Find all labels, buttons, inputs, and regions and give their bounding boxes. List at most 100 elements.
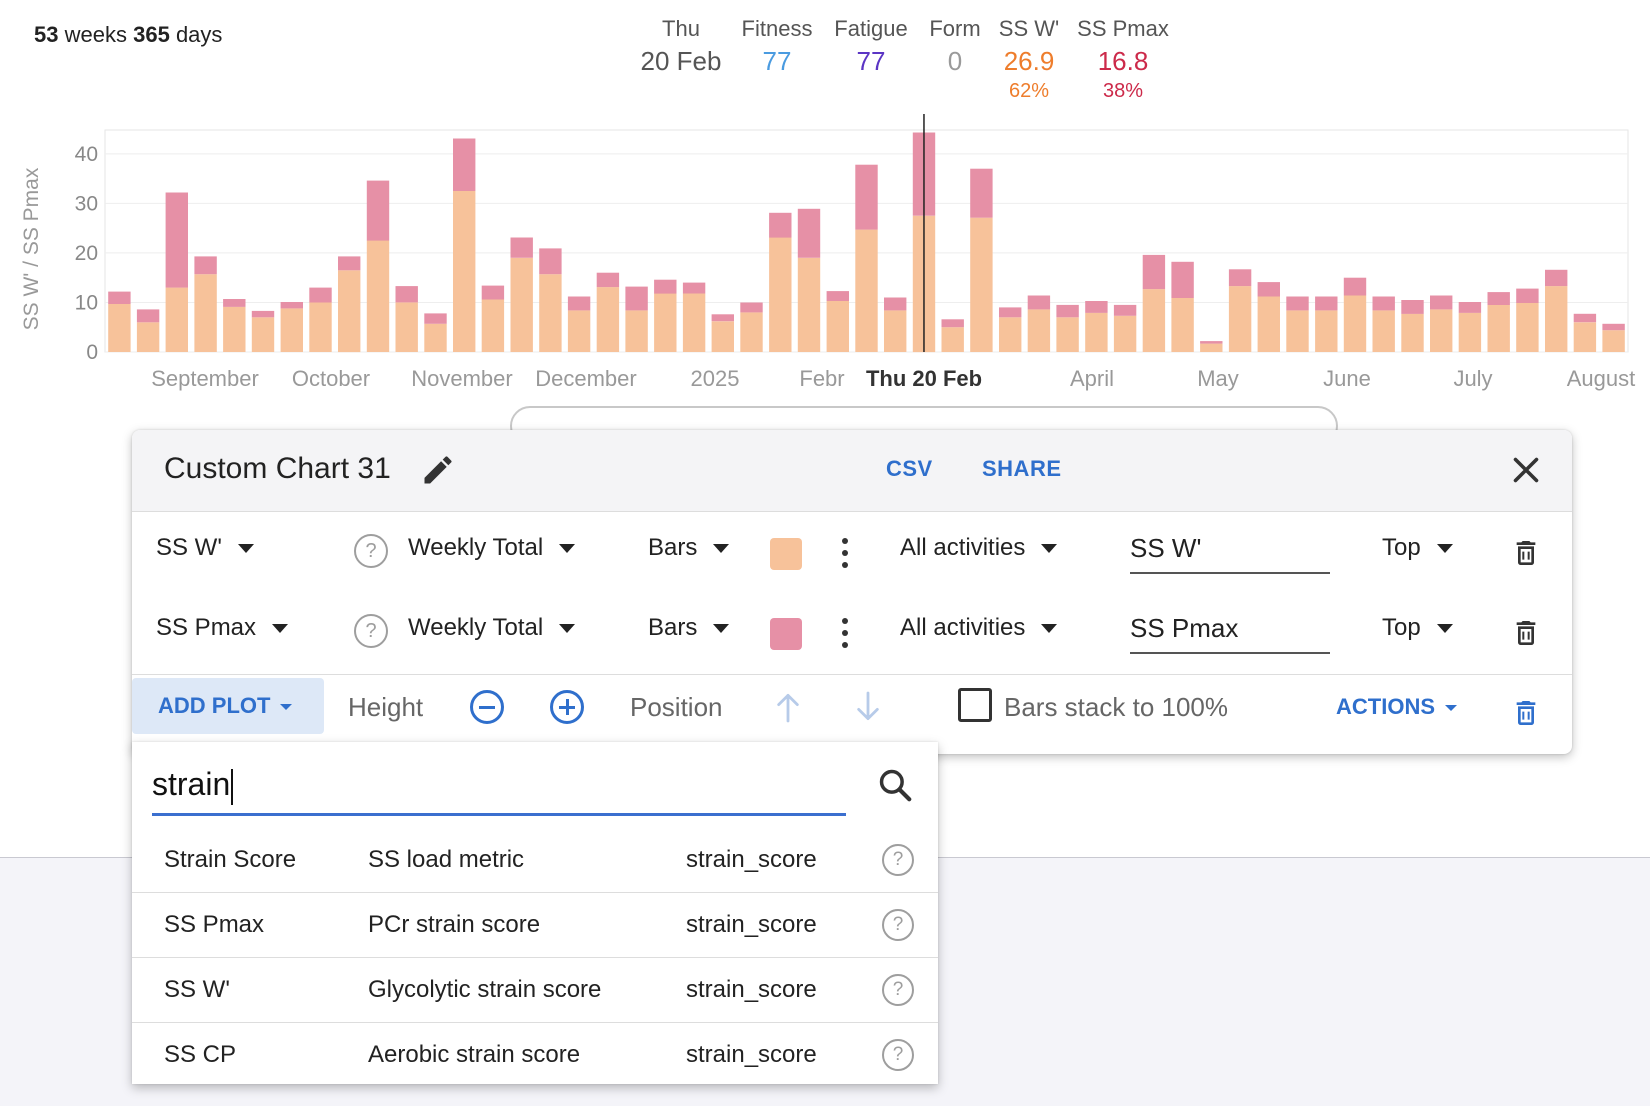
bar-ss-w [1056,317,1079,352]
trash-icon[interactable] [1510,616,1542,650]
position-select[interactable]: Top [1382,534,1453,562]
caret-down-icon [713,624,730,634]
metric-search-input[interactable]: strain [152,758,846,816]
bar-ss-pmax [625,286,648,311]
actions-button[interactable]: ACTIONS [1336,694,1457,720]
trash-icon[interactable] [1510,536,1542,570]
arrow-down-icon[interactable] [854,690,882,724]
weeks-count: 53 [34,22,59,47]
bar-ss-w [223,306,246,352]
metric-select[interactable]: SS Pmax [156,614,289,642]
pencil-icon[interactable] [420,452,456,488]
search-result-item[interactable]: SS Pmax PCr strain score strain_score ? [132,893,938,957]
metric-select-value: SS W' [156,534,222,561]
result-group: strain_score [686,1041,817,1068]
bar-ss-pmax [223,299,246,307]
x-tick-label: October [292,366,370,391]
delete-chart-icon[interactable] [1510,696,1542,730]
search-result-item[interactable]: Strain Score SS load metric strain_score… [132,828,938,892]
color-swatch[interactable] [770,618,802,650]
search-icon[interactable] [876,766,914,804]
stat-ss-pmax: SS Pmax 16.8 38% [1077,14,1169,104]
search-result-item[interactable]: SS CP Aerobic strain score strain_score … [132,1023,938,1087]
panel-title: Custom Chart 31 [164,452,391,485]
arrow-up-icon[interactable] [774,690,802,724]
bar-ss-pmax [1286,296,1309,311]
weeks-word: weeks [64,22,127,47]
style-select[interactable]: Bars [648,614,730,642]
more-vert-icon[interactable] [840,536,850,570]
aggregation-select-value: Weekly Total [408,534,544,561]
bar-ss-pmax [1315,296,1338,311]
result-group: strain_score [686,911,817,938]
stats-header: Thu 20 Feb Fitness 77 Fatigue 77 Form 0 … [0,14,1650,110]
bar-ss-w [1458,312,1482,352]
bar-ss-pmax [510,237,533,258]
bar-ss-w [1142,289,1166,352]
help-icon[interactable]: ? [882,1039,914,1071]
plot-name-field[interactable]: SS Pmax [1130,608,1330,654]
style-select[interactable]: Bars [648,534,730,562]
bar-ss-w [941,327,964,352]
help-icon[interactable]: ? [354,534,388,568]
stack-100-checkbox[interactable] [958,688,992,722]
days-count: 365 [133,22,170,47]
result-description: Aerobic strain score [368,1041,581,1068]
caret-down-icon [1436,544,1453,554]
stat-ss-pmax-percent: 38% [1102,80,1144,102]
more-vert-icon[interactable] [840,616,850,650]
bar-ss-pmax [1516,288,1539,303]
help-icon[interactable]: ? [882,909,914,941]
color-swatch[interactable] [770,538,802,570]
stat-ss-w-value: 26.9 [1003,46,1055,76]
weekly-bar-chart[interactable]: 0 10 20 30 40 SS W' / SS Pmax September October… [0,110,1650,400]
bar-ss-pmax [884,297,907,311]
days-word: days [175,22,223,47]
bar-ss-pmax [1573,313,1597,323]
x-tick-label: July [1453,366,1492,391]
stat-fitness-label: Fitness [741,16,813,41]
share-button[interactable]: SHARE [982,456,1062,481]
bar-ss-pmax [1458,302,1482,313]
close-icon[interactable] [1508,452,1544,488]
bar-ss-w [625,310,648,352]
activity-filter-select[interactable]: All activities [900,534,1058,562]
plot-name-field[interactable]: SS W' [1130,528,1330,574]
bar-ss-w [596,287,620,352]
bar-ss-pmax [855,164,878,230]
position-select[interactable]: Top [1382,614,1453,642]
csv-button[interactable]: CSV [886,456,933,481]
bar-ss-w [280,308,303,352]
help-icon[interactable]: ? [354,614,388,648]
result-name: SS CP [164,1041,237,1068]
metric-select[interactable]: SS W' [156,534,254,562]
style-select-value: Bars [648,614,698,641]
stack-100-label: Bars stack to 100% [1004,692,1228,722]
help-icon[interactable]: ? [882,844,914,876]
bar-ss-pmax [194,256,217,275]
bar-ss-w [108,303,131,352]
search-result-item[interactable]: SS W' Glycolytic strain score strain_sco… [132,958,938,1022]
add-plot-button[interactable]: ADD PLOT [132,678,324,734]
bar-ss-pmax [309,287,332,303]
result-group: strain_score [686,846,817,873]
bar-ss-pmax [1113,304,1137,316]
aggregation-select[interactable]: Weekly Total [408,534,576,562]
help-icon[interactable]: ? [882,974,914,1006]
bar-ss-pmax [596,272,620,288]
bar-ss-pmax [1545,269,1568,287]
decrease-height-icon[interactable] [470,690,504,724]
activity-filter-select[interactable]: All activities [900,614,1058,642]
bar-ss-w [1516,302,1539,352]
increase-height-icon[interactable] [550,690,584,724]
stat-fitness: Fitness 77 [742,14,813,78]
stat-fatigue-value: 77 [856,46,886,76]
bar-ss-pmax [1200,341,1223,344]
aggregation-select[interactable]: Weekly Total [408,614,576,642]
bar-ss-w [1257,296,1280,352]
bar-ss-pmax [682,282,706,294]
style-select-value: Bars [648,534,698,561]
bar-ss-pmax [1085,301,1108,313]
bar-ss-pmax [1027,295,1051,310]
bar-ss-w [797,257,821,352]
